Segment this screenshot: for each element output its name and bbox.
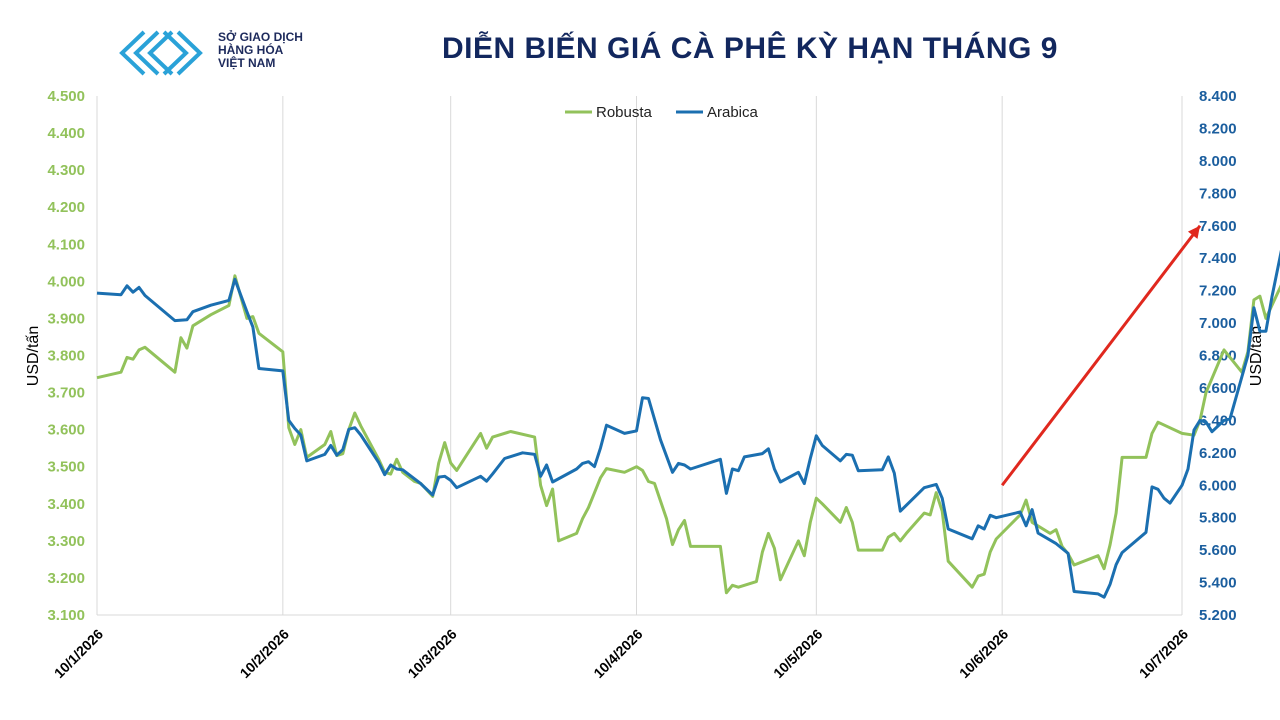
y-left-tick-label: 4.200 — [47, 199, 85, 216]
trend-arrow-head-icon — [1187, 225, 1200, 239]
y-right-tick-label: 5.200 — [1199, 607, 1237, 624]
x-tick-label: 10/5/2026 — [770, 626, 826, 682]
y-left-tick-label: 3.400 — [47, 496, 85, 513]
x-tick-label: 10/2/2026 — [237, 626, 293, 682]
x-tick-label: 10/4/2026 — [590, 626, 646, 682]
y-left-tick-label: 4.100 — [47, 236, 85, 253]
y-right-tick-label: 7.400 — [1199, 250, 1237, 267]
y-left-tick-label: 3.100 — [47, 607, 85, 624]
vnx-logo-icon — [119, 30, 203, 76]
y-right-tick-label: 8.400 — [1199, 88, 1237, 105]
trend-arrow-line — [1000, 224, 1202, 487]
y-right-tick-label: 5.400 — [1199, 575, 1237, 592]
y-left-tick-label: 3.700 — [47, 385, 85, 402]
y-right-tick-label: 5.800 — [1199, 510, 1237, 527]
y-right-tick-label: 7.200 — [1199, 283, 1237, 300]
logo-line-3: VIỆT NAM — [218, 56, 276, 70]
y-right-tick-label: 6.200 — [1199, 445, 1237, 462]
y-left-tick-label: 4.500 — [47, 88, 85, 105]
y-left-tick-label: 3.300 — [47, 533, 85, 550]
y-left-tick-label: 4.000 — [47, 273, 85, 290]
x-tick-label: 10/7/2026 — [1136, 626, 1192, 682]
y-left-tick-label: 3.800 — [47, 348, 85, 365]
y-right-tick-label: 8.000 — [1199, 153, 1237, 170]
y-right-tick-label: 6.000 — [1199, 477, 1237, 494]
y-left-tick-label: 3.200 — [47, 570, 85, 587]
y-right-tick-label: 7.600 — [1199, 218, 1237, 235]
y-left-tick-label: 3.500 — [47, 459, 85, 476]
logo-line-2: HÀNG HÓA — [218, 43, 284, 57]
y-left-tick-label: 4.300 — [47, 162, 85, 179]
chart-title: DIỄN BIẾN GIÁ CÀ PHÊ KỲ HẠN THÁNG 9 — [442, 32, 1058, 65]
x-tick-label: 10/6/2026 — [956, 626, 1012, 682]
legend-label: Arabica — [707, 104, 759, 121]
y-left-tick-label: 3.900 — [47, 310, 85, 327]
y-left-tick-label: 3.600 — [47, 422, 85, 439]
y-right-tick-label: 8.200 — [1199, 120, 1237, 137]
logo-line-1: SỞ GIAO DỊCH — [218, 30, 303, 44]
y-right-tick-label: 5.600 — [1199, 542, 1237, 559]
series-line-robusta — [96, 274, 1280, 595]
legend: Robusta Arabica — [565, 104, 759, 121]
y-left-tick-label: 4.400 — [47, 125, 85, 142]
series-line-arabica — [96, 249, 1280, 599]
legend-label: Robusta — [596, 104, 653, 121]
y-right-tick-label: 7.000 — [1199, 315, 1237, 332]
x-tick-label: 10/3/2026 — [404, 626, 460, 682]
y-left-axis-title: USD/tấn — [25, 326, 42, 386]
y-right-axis-title: USD/tấn — [1248, 326, 1265, 386]
x-tick-label: 10/1/2026 — [51, 626, 107, 682]
y-right-tick-label: 7.800 — [1199, 185, 1237, 202]
logo-text: SỞ GIAO DỊCH HÀNG HÓA VIỆT NAM — [218, 31, 303, 70]
